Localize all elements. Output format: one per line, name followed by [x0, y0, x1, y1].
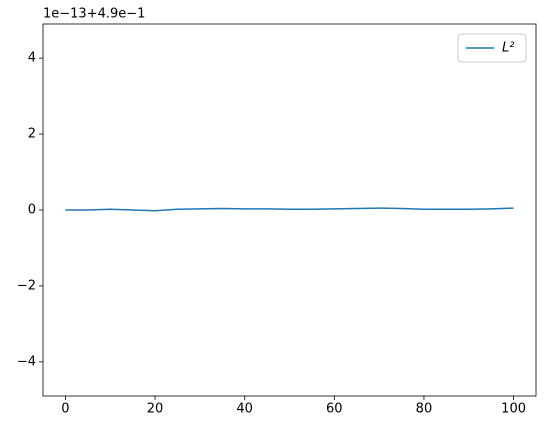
x-tick-label: 20 [147, 402, 164, 417]
x-tick-label: 40 [236, 402, 253, 417]
x-tick-label: 80 [416, 402, 433, 417]
y-tick-label: 4 [28, 51, 36, 66]
y-tick-label: 0 [28, 203, 36, 218]
y-tick-label: −4 [17, 354, 36, 369]
x-tick-label: 0 [61, 402, 69, 417]
x-tick-label: 100 [501, 402, 526, 417]
offset-text: 1e−13+4.9e−1 [43, 7, 145, 22]
line [65, 207, 514, 212]
legend-label: L² [502, 41, 514, 56]
y-tick-label: 2 [28, 127, 36, 142]
y-tick-label: −2 [17, 278, 36, 293]
x-tick-label: 60 [326, 402, 343, 417]
